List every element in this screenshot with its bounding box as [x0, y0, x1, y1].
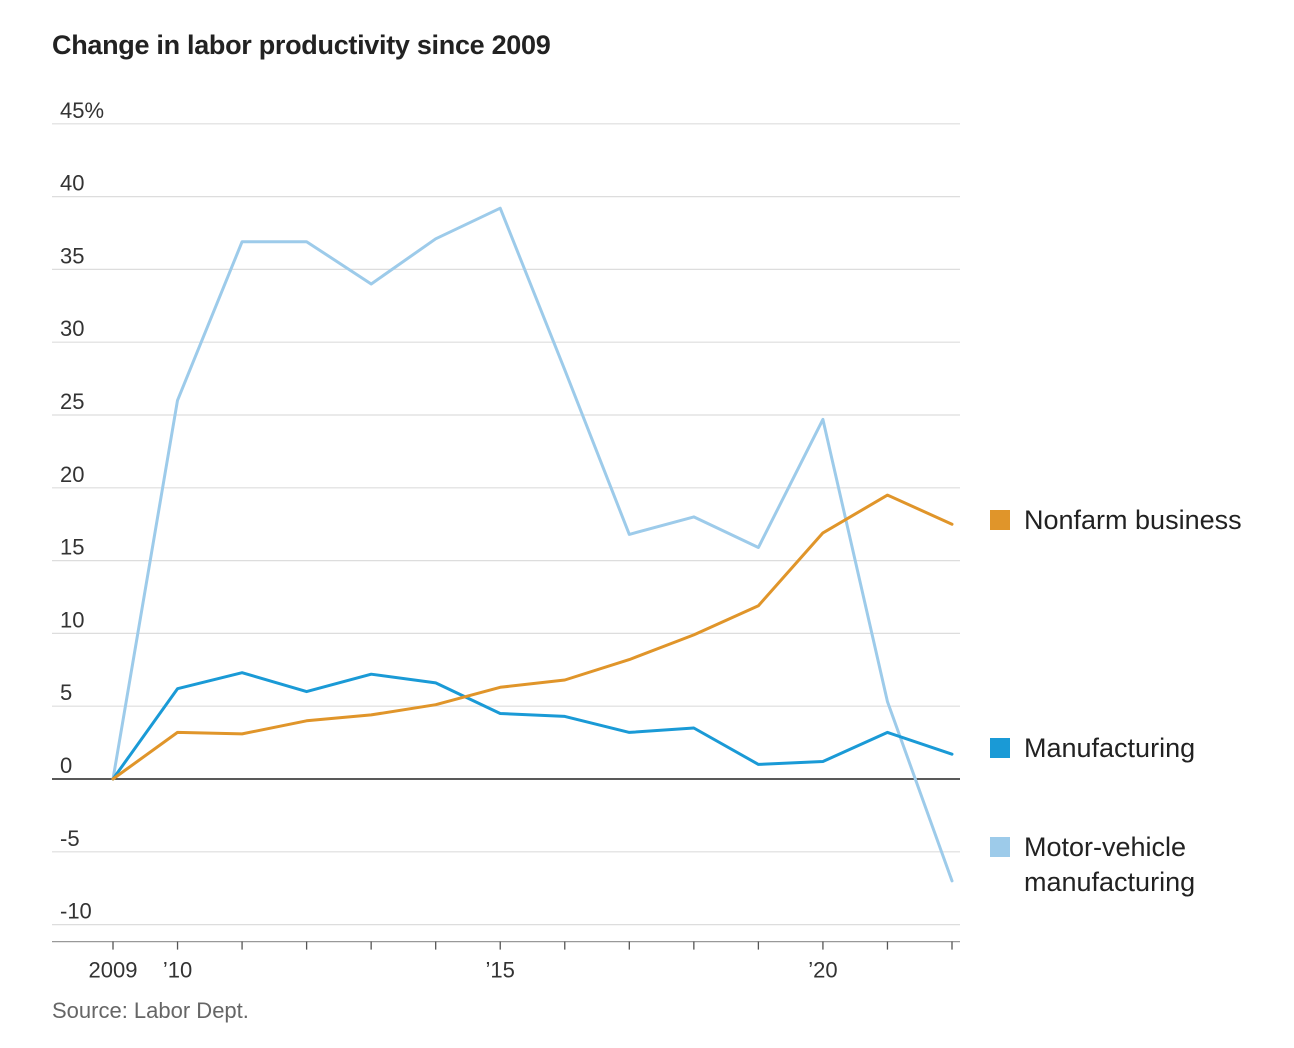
y-tick-label: 40: [60, 171, 84, 196]
y-tick-label: 30: [60, 316, 84, 341]
legend: Nonfarm business Manufacturing Motor-vehic…: [990, 505, 1242, 897]
x-tick-label: ’20: [808, 958, 837, 983]
y-tick-label: 35: [60, 243, 84, 268]
legend-item-manufacturing: Manufacturing: [990, 733, 1195, 763]
y-tick-label: 20: [60, 462, 84, 487]
legend-item-motor-vehicle-manufacturing: Motor-vehicle manufacturing: [990, 832, 1195, 897]
x-tick-label: 2009: [89, 958, 138, 983]
y-tick-label: 45%: [60, 98, 104, 123]
x-tick-label: ’10: [163, 958, 192, 983]
grid-layer: [52, 123, 960, 926]
legend-label: Nonfarm business: [1024, 505, 1242, 535]
y-axis-tick-labels: 45% 40 35 30 25 20 15 10 5 0 -5 -10: [60, 98, 104, 924]
y-tick-label: 5: [60, 680, 72, 705]
x-tick-label: ’15: [486, 958, 515, 983]
chart-title: Change in labor productivity since 2009: [52, 30, 551, 60]
y-tick-label: 10: [60, 607, 84, 632]
y-tick-label: 25: [60, 389, 84, 414]
legend-swatch: [990, 738, 1010, 758]
series-line-motor-vehicle-manufacturing: [111, 206, 954, 883]
y-tick-label: -10: [60, 899, 92, 924]
series-lines: [111, 206, 954, 883]
y-tick-label: 0: [60, 753, 72, 778]
legend-swatch: [990, 837, 1010, 857]
legend-item-nonfarm-business: Nonfarm business: [990, 505, 1242, 535]
x-axis: 2009 ’10 ’15 ’20: [52, 940, 960, 983]
series-line-nonfarm-business: [111, 493, 954, 781]
legend-label: Motor-vehicle manufacturing: [1024, 832, 1195, 897]
legend-label: Manufacturing: [1024, 733, 1195, 763]
source-note: Source: Labor Dept.: [52, 998, 249, 1023]
series-line-manufacturing: [111, 671, 954, 781]
y-tick-label: 15: [60, 535, 84, 560]
y-tick-label: -5: [60, 826, 80, 851]
legend-swatch: [990, 510, 1010, 530]
